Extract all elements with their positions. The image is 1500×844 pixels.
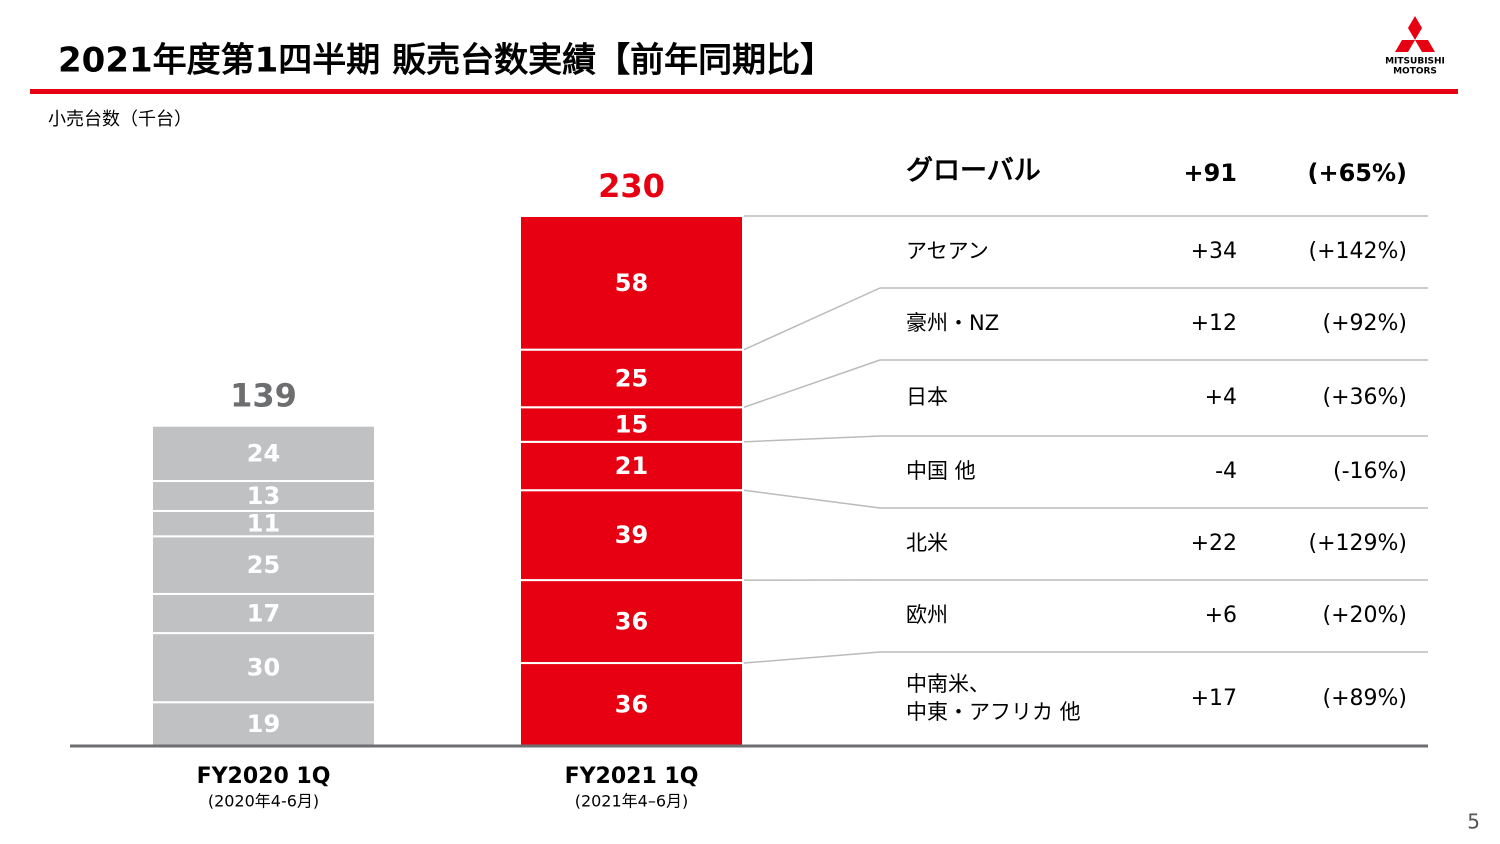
segment-label: 11 <box>247 510 280 538</box>
bar-segment <box>519 579 744 665</box>
region-change: +22 <box>1191 531 1237 556</box>
region-change: +12 <box>1191 311 1237 336</box>
region-change-pct: (+36%) <box>1323 385 1408 410</box>
region-change-pct: (+142%) <box>1309 239 1408 264</box>
segment-label: 13 <box>247 482 280 510</box>
total-label: 139 <box>230 377 297 415</box>
logo: MITSUBISHI MOTORS <box>1385 16 1445 77</box>
segment-label: 25 <box>247 551 280 579</box>
bar-segment <box>519 215 744 351</box>
segment-label: 15 <box>615 411 648 439</box>
logo-text: MOTORS <box>1393 67 1437 77</box>
segment-label: 19 <box>247 710 280 738</box>
total-label: 230 <box>598 167 665 205</box>
bar-segment <box>151 632 376 704</box>
region-name: 中南米、中東・アフリカ 他 <box>906 672 1081 724</box>
region-change-pct: (+89%) <box>1323 686 1408 711</box>
title-rule <box>30 89 1458 94</box>
bar-segment <box>519 348 744 409</box>
segment-label: 30 <box>247 654 280 682</box>
bar-segment <box>151 701 376 748</box>
segment-label: 17 <box>247 600 280 628</box>
y-axis-label: 小売台数（千台） <box>48 109 192 130</box>
logo-text: MITSUBISHI <box>1385 57 1445 67</box>
bar-segment <box>519 440 744 492</box>
x-tick-sublabel: (2021年4–6月) <box>575 792 689 811</box>
segment-label: 36 <box>615 691 648 719</box>
region-name: 日本 <box>906 385 948 409</box>
bar-segment <box>151 480 376 512</box>
global-change: +91 <box>1183 159 1237 187</box>
page-number: 5 <box>1467 810 1480 834</box>
region-change-pct: (+92%) <box>1323 311 1408 336</box>
region-change-pct: (+20%) <box>1323 603 1408 628</box>
x-tick-label: FY2020 1Q <box>197 764 331 789</box>
region-change: +6 <box>1205 603 1237 628</box>
segment-label: 36 <box>615 608 648 636</box>
region-change: +34 <box>1191 239 1237 264</box>
bar-segment <box>151 535 376 595</box>
segment-label: 39 <box>615 521 648 549</box>
segment-label: 25 <box>615 364 648 392</box>
connector <box>743 287 881 351</box>
bar-segment <box>519 662 744 747</box>
region-change: -4 <box>1215 459 1237 484</box>
connector <box>743 489 881 509</box>
connector <box>743 435 881 443</box>
region-change-pct: (+129%) <box>1309 531 1408 556</box>
bar-segment <box>151 424 376 482</box>
region-name: 北米 <box>906 531 948 555</box>
connector <box>743 651 881 664</box>
x-tick-sublabel: (2020年4-6月) <box>208 792 319 811</box>
region-name: 中国 他 <box>906 459 976 483</box>
region-change: +4 <box>1205 385 1237 410</box>
region-name: 欧州 <box>906 603 948 627</box>
region-change-pct: (-16%) <box>1333 459 1407 484</box>
segment-label: 24 <box>247 439 280 467</box>
bar-segment <box>519 406 744 443</box>
bar-segment <box>519 489 744 582</box>
region-name: アセアン <box>906 239 989 263</box>
global-name: グローバル <box>906 155 1041 187</box>
segment-label: 58 <box>615 269 648 297</box>
global-change-pct: (+65%) <box>1308 159 1408 187</box>
region-change: +17 <box>1191 686 1237 711</box>
connector <box>743 359 881 408</box>
segment-label: 21 <box>615 452 648 480</box>
x-tick-label: FY2021 1Q <box>565 764 699 789</box>
region-name: 豪州・NZ <box>906 311 999 335</box>
slide-title: 2021年度第1四半期 販売台数実績【前年同期比】 <box>58 41 834 81</box>
